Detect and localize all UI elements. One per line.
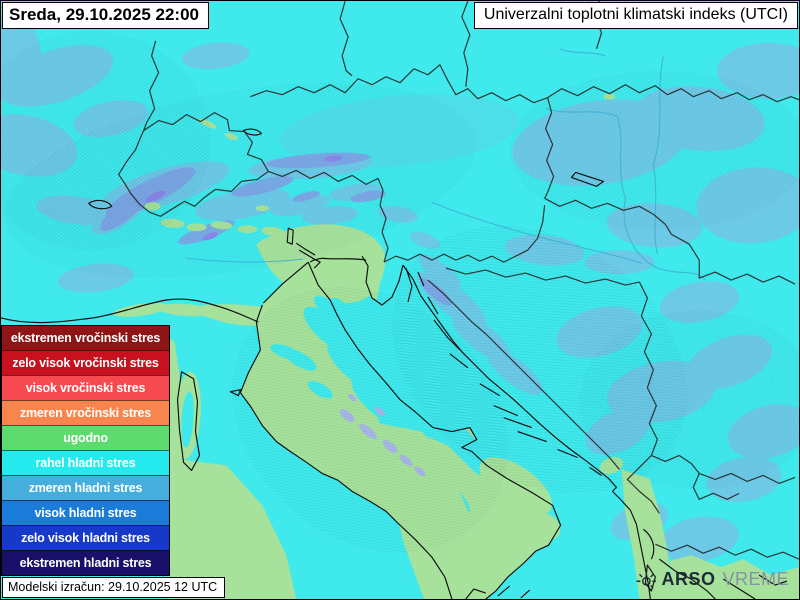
map-title: Univerzalni toplotni klimatski indeks (U… (473, 2, 798, 29)
legend-item: visok vročinski stres (2, 375, 169, 400)
legend-item: ugodno (2, 425, 169, 450)
legend-item: rahel hladni stres (2, 450, 169, 475)
rivers-layer (186, 48, 706, 281)
arso-vreme-watermark: ARSO VREME (635, 569, 789, 590)
model-run-label: Modelski izračun: 29.10.2025 12 UTC (2, 577, 226, 598)
terrain-texture-layer (1, 30, 799, 553)
sun-icon (636, 571, 657, 589)
watermark-brand-bold: ARSO (661, 569, 716, 589)
legend-item: ekstremen hladni stres (2, 550, 169, 575)
legend-item: zmeren vročinski stres (2, 400, 169, 425)
corsica-interior (181, 391, 194, 448)
coastlines-layer (1, 128, 788, 599)
borders-layer (118, 1, 799, 560)
legend-item: zmeren hladni stres (2, 475, 169, 500)
datetime-label: Sreda, 29.10.2025 22:00 (2, 2, 209, 29)
utci-legend: ekstremen vročinski stres zelo visok vro… (1, 325, 170, 576)
legend-item: visok hladni stres (2, 500, 169, 525)
watermark-brand-light: VREME (722, 569, 789, 589)
legend-item: ekstremen vročinski stres (2, 326, 169, 350)
legend-item: zelo visok hladni stres (2, 525, 169, 550)
legend-item: zelo visok vročinski stres (2, 350, 169, 375)
